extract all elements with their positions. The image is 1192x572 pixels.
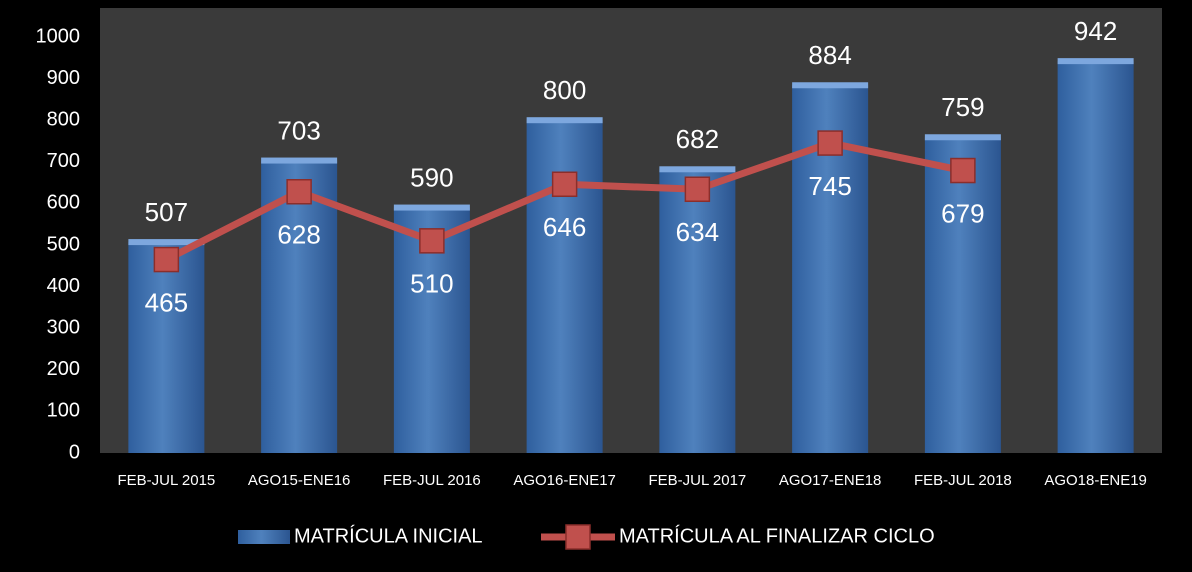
line-marker <box>286 179 312 205</box>
y-tick-label: 900 <box>47 67 80 89</box>
y-tick-label: 500 <box>47 233 80 255</box>
line-marker <box>950 157 976 184</box>
line-marker <box>684 176 711 203</box>
bar-value-label: 800 <box>543 75 586 105</box>
bar <box>924 137 1001 454</box>
x-tick-label: AGO15-ENE16 <box>248 472 351 489</box>
legend-label: MATRÍCULA AL FINALIZAR CICLO <box>619 524 935 547</box>
y-tick-label: 200 <box>47 358 80 380</box>
line-value-label: 510 <box>410 269 453 299</box>
x-tick-label: FEB-JUL 2015 <box>117 472 215 489</box>
y-tick-label: 700 <box>47 150 80 172</box>
bar <box>659 169 736 453</box>
bar-value-label: 759 <box>941 92 984 122</box>
x-tick-label: AGO16-ENE17 <box>513 472 616 489</box>
line-value-label: 634 <box>676 217 719 247</box>
x-tick-label: FEB-JUL 2017 <box>648 472 746 489</box>
line-value-label: 465 <box>145 287 188 317</box>
bar-top <box>128 239 205 246</box>
bar-value-label: 703 <box>277 115 320 145</box>
line-marker <box>419 228 445 254</box>
legend-label: MATRÍCULA INICIAL <box>294 524 483 547</box>
y-tick-label: 800 <box>47 108 80 130</box>
bar-value-label: 682 <box>676 124 719 154</box>
y-tick-label: 400 <box>47 275 80 297</box>
bar <box>128 242 205 453</box>
line-marker <box>551 171 578 198</box>
bar-top <box>792 82 869 89</box>
bar-top <box>393 204 470 211</box>
line-value-label: 628 <box>277 220 320 250</box>
line-value-label: 679 <box>941 198 984 228</box>
bar-value-label: 942 <box>1074 16 1117 46</box>
y-tick-label: 100 <box>47 400 80 422</box>
line-marker <box>153 246 180 273</box>
y-tick-label: 600 <box>47 192 80 214</box>
bar-top <box>1057 58 1134 65</box>
y-tick-label: 1000 <box>36 25 81 47</box>
y-tick-label: 300 <box>47 316 80 338</box>
line-value-label: 646 <box>543 212 586 242</box>
x-tick-label: FEB-JUL 2016 <box>383 472 481 489</box>
y-tick-label: 0 <box>69 441 80 463</box>
bar-value-label: 590 <box>410 162 453 192</box>
bar-top <box>526 117 603 124</box>
x-tick-label: FEB-JUL 2018 <box>914 472 1012 489</box>
bar-value-label: 884 <box>808 40 851 70</box>
bar <box>1057 61 1134 454</box>
legend-marker <box>565 524 591 550</box>
x-tick-label: AGO17-ENE18 <box>779 472 882 489</box>
bar-value-label: 507 <box>145 197 188 227</box>
bar-top <box>659 166 736 173</box>
x-tick-label: AGO18-ENE19 <box>1044 472 1147 489</box>
legend-swatch <box>238 530 290 544</box>
bar <box>526 120 603 453</box>
line-marker <box>817 130 843 156</box>
bar-top <box>924 134 1001 141</box>
line-value-label: 745 <box>808 171 851 201</box>
plot-area <box>100 8 1162 453</box>
bar <box>261 160 338 453</box>
bar-top <box>261 157 338 164</box>
